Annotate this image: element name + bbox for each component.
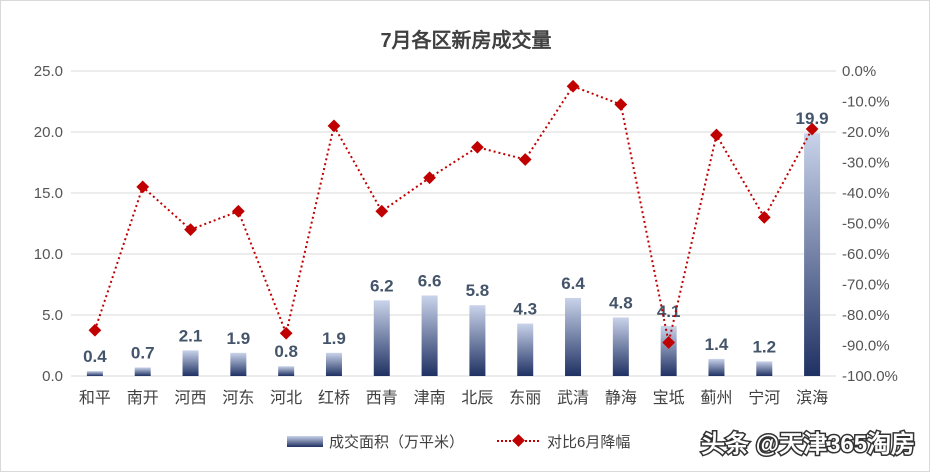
y-right-tick-label: -80.0% [842, 307, 890, 324]
legend: 成交面积（万平米） 对比6月降幅 [287, 433, 630, 451]
category-label: 东丽 [509, 389, 541, 407]
bar [230, 352, 247, 376]
line-point [471, 140, 484, 154]
category-label: 津南 [414, 389, 446, 407]
y-right-tick-label: 0.0% [842, 63, 876, 80]
legend-bar-swatch [287, 436, 323, 447]
bar-data-label: 1.9 [227, 329, 251, 348]
bar-data-label: 6.4 [561, 274, 585, 293]
y-right-tick-label: -100.0% [842, 368, 898, 385]
bar-data-label: 4.8 [609, 293, 633, 312]
line-point [136, 180, 150, 194]
line-point [757, 211, 771, 224]
y-left-tick-label: 0.0 [42, 368, 63, 385]
category-label: 河西 [175, 389, 207, 407]
bar [708, 358, 725, 376]
y-right-tick-label: -90.0% [842, 338, 890, 355]
category-label: 宁河 [748, 389, 780, 407]
category-label: 河东 [222, 389, 254, 407]
y-right-tick-label: -10.0% [842, 94, 890, 111]
line-path [93, 85, 813, 343]
bar [278, 366, 295, 376]
bar-series [86, 133, 821, 376]
category-label: 河北 [270, 389, 302, 407]
bar-data-label: 0.8 [274, 342, 298, 361]
bar-data-label: 4.3 [513, 300, 537, 319]
bar [182, 350, 199, 376]
category-label: 武清 [557, 389, 589, 407]
chart-title: 7月各区新房成交量 [380, 28, 551, 52]
line-point [566, 79, 580, 93]
line-point [327, 119, 341, 133]
legend-line-label: 对比6月降幅 [547, 434, 630, 451]
y-left-tick-label: 10.0 [34, 246, 63, 263]
legend-bar-label: 成交面积（万平米） [329, 433, 464, 451]
category-label: 宝坻 [653, 389, 685, 407]
legend-line-marker [512, 434, 525, 447]
category-label: 蓟州 [700, 389, 732, 407]
right-axis-ticks: 0.0% -10.0% -20.0% -30.0% -40.0% -50.0% -60.0%… [842, 63, 898, 385]
bar-data-labels: 0.4 0.72.1 1.90.81.96.2 6.65.84.36.44.8 4.11… [83, 109, 829, 366]
watermark: 头条 @天津365淘房 [700, 429, 917, 460]
bar [804, 133, 821, 376]
line-point [231, 204, 245, 218]
watermark-text: 头条 @天津365淘房 [701, 430, 915, 458]
bar-data-label: 2.1 [179, 326, 203, 345]
category-label: 西青 [366, 389, 398, 407]
y-right-tick-label: -40.0% [842, 185, 890, 202]
category-label: 南开 [127, 389, 159, 407]
line-series [88, 79, 819, 349]
line-point [184, 223, 197, 236]
bar-data-label: 19.9 [796, 109, 829, 128]
y-left-tick-label: 20.0 [34, 124, 63, 141]
category-label: 滨海 [796, 389, 828, 407]
category-label: 北辰 [461, 389, 493, 407]
line-point [423, 171, 436, 185]
category-label: 静海 [605, 389, 637, 407]
y-right-tick-label: -60.0% [842, 246, 890, 263]
y-left-tick-label: 15.0 [34, 185, 63, 202]
line-point [710, 128, 723, 142]
bar-data-label: 6.6 [418, 271, 442, 290]
bar [134, 367, 151, 376]
bar-data-label: 1.2 [752, 337, 776, 356]
bar [612, 317, 629, 376]
bar [86, 371, 103, 376]
bar [517, 323, 534, 376]
y-right-tick-label: -50.0% [842, 216, 890, 233]
category-labels: 和平 南开 河西 河东 河北 红桥 西青 津南 北辰 东丽 武清 静海 宝坻 蓟州 宁河 滨海 [79, 389, 828, 407]
category-label: 和平 [79, 389, 111, 407]
bar [756, 361, 773, 376]
bar-data-label: 6.2 [370, 276, 394, 295]
y-right-tick-label: -20.0% [842, 124, 890, 141]
line-point [614, 98, 628, 111]
y-left-tick-label: 25.0 [34, 63, 63, 80]
bar [421, 295, 438, 376]
line-point [518, 153, 532, 166]
y-right-tick-label: -30.0% [842, 155, 890, 172]
bar [325, 352, 342, 376]
y-left-tick-label: 5.0 [42, 307, 63, 324]
bar [660, 325, 677, 376]
y-right-tick-label: -70.0% [842, 277, 890, 294]
bar-data-label: 1.4 [705, 335, 729, 354]
bar-data-label: 5.8 [466, 281, 490, 300]
left-axis-ticks: 0.0 5.0 10.0 15.0 20.0 25.0 [34, 63, 63, 385]
bar [469, 305, 486, 376]
bar-data-label: 0.4 [83, 347, 107, 366]
line-point [279, 326, 293, 340]
bar [565, 297, 582, 376]
category-label: 红桥 [318, 389, 350, 407]
line-point [88, 323, 102, 337]
bar [373, 300, 390, 376]
line-point [375, 204, 389, 218]
bar-data-label: 1.9 [322, 329, 346, 348]
bar-data-label: 0.7 [131, 343, 155, 362]
